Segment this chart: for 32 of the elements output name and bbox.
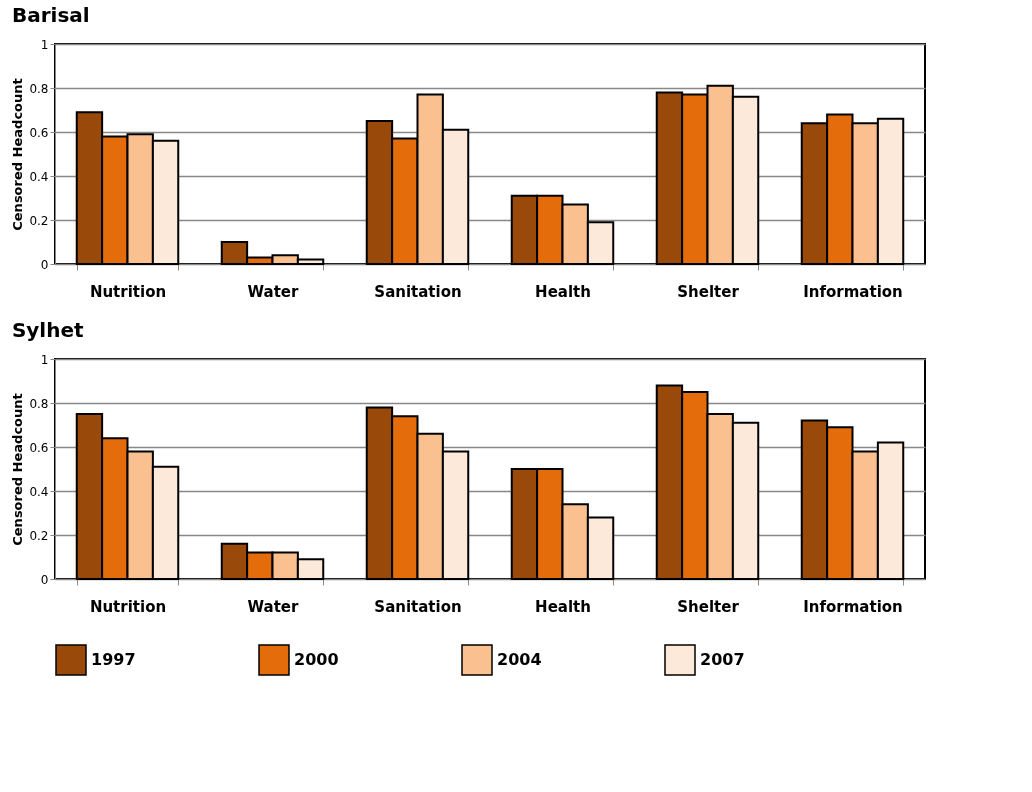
x-tick-label: Water [247, 597, 300, 616]
y-tick-label: 0.2 [29, 213, 49, 228]
x-tick-label: Water [247, 282, 300, 301]
x-tick-label: Sanitation [374, 282, 462, 301]
y-axis-title: Censored Headcount [10, 393, 26, 546]
chart-title: Sylhet [11, 318, 85, 342]
y-tick-label: 1 [40, 37, 49, 52]
y-tick-label: 0.8 [29, 396, 49, 411]
y-tick-label: 1 [40, 352, 49, 367]
x-tick-label: Information [803, 282, 903, 301]
x-tick-label: Shelter [677, 282, 740, 301]
x-tick-label: Information [803, 597, 903, 616]
x-tick-label: Health [535, 282, 591, 301]
x-tick-label: Shelter [677, 597, 740, 616]
x-tick-label: Nutrition [89, 282, 167, 301]
legend-label: 2004 [497, 650, 542, 669]
legend-label: 1997 [91, 650, 136, 669]
x-tick-label: Sanitation [374, 597, 462, 616]
y-axis-title: Censored Headcount [10, 78, 26, 231]
chart-title: Barisal [11, 3, 90, 27]
legend-label: 2000 [294, 650, 339, 669]
y-tick-label: 0.6 [29, 125, 49, 140]
y-tick-label: 0.4 [29, 169, 49, 184]
y-tick-label: 0.6 [29, 440, 49, 455]
y-tick-label: 0 [40, 572, 49, 587]
x-tick-label: Health [535, 597, 591, 616]
y-tick-label: 0.8 [29, 81, 49, 96]
y-tick-label: 0 [40, 257, 49, 272]
y-tick-label: 0.4 [29, 484, 49, 499]
legend-label: 2007 [700, 650, 745, 669]
x-tick-label: Nutrition [89, 597, 167, 616]
y-tick-label: 0.2 [29, 528, 49, 543]
